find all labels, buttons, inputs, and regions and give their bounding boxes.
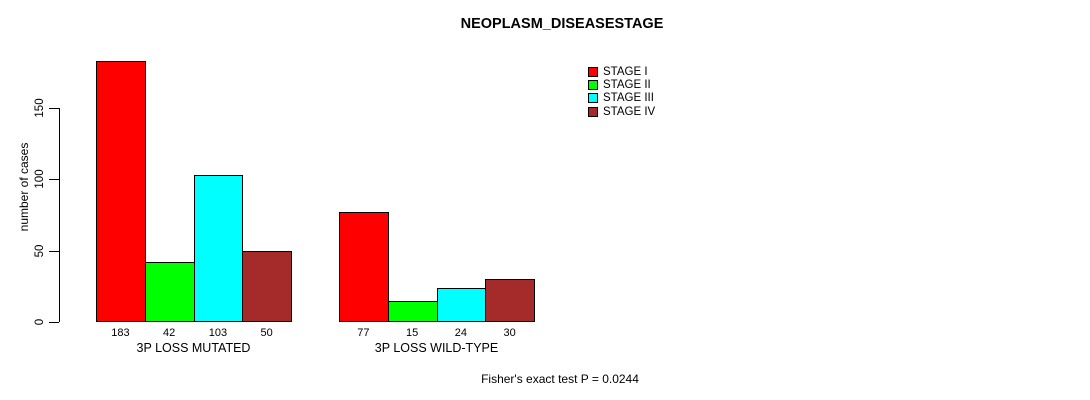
bar-value-label: 50 — [260, 327, 273, 339]
y-tick-label: 100 — [34, 169, 46, 189]
y-tick — [49, 322, 59, 323]
legend-item-stage-iv: STAGE IV — [588, 106, 655, 118]
bar-value-label: 183 — [111, 327, 130, 339]
legend-swatch-stage-ii — [588, 80, 598, 91]
legend-label: STAGE I — [603, 66, 648, 78]
legend-label: STAGE III — [603, 92, 654, 105]
bar-value-label: 24 — [454, 327, 468, 339]
y-tick — [49, 179, 59, 181]
bar-3p-loss-wild-type-stage-iii — [436, 287, 487, 322]
legend-label: STAGE IV — [603, 105, 656, 118]
bar-value-label: 42 — [162, 327, 176, 339]
legend-swatch-stage-iv — [588, 106, 598, 117]
legend-item-stage-i: STAGE I — [588, 66, 648, 78]
y-tick-label: 0 — [34, 318, 46, 326]
y-tick-label: 50 — [34, 244, 46, 258]
group-label-3p-loss-mutated: 3P LOSS MUTATED — [136, 341, 251, 355]
chart-title: NEOPLASM_DISEASESTAGE — [460, 16, 664, 32]
bar-3p-loss-wild-type-stage-iv — [485, 279, 536, 322]
y-tick-label: 150 — [34, 98, 46, 118]
group-label-3p-loss-wild-type: 3P LOSS WILD-TYPE — [374, 341, 499, 355]
bar-3p-loss-mutated-stage-i — [96, 60, 146, 322]
bar-3p-loss-mutated-stage-iv — [242, 250, 293, 322]
y-axis-line — [59, 108, 60, 322]
legend-swatch-stage-i — [588, 67, 598, 77]
y-tick — [49, 108, 59, 109]
legend-swatch-stage-iii — [588, 93, 598, 104]
bar-value-label: 15 — [405, 327, 419, 339]
bar-3p-loss-wild-type-stage-i — [339, 212, 389, 322]
legend-item-stage-ii: STAGE II — [588, 79, 651, 91]
legend-item-stage-iii: STAGE III — [588, 92, 654, 104]
bar-3p-loss-wild-type-stage-ii — [387, 300, 438, 322]
bar-value-label: 77 — [357, 327, 370, 339]
bar-3p-loss-mutated-stage-ii — [144, 262, 195, 322]
bar-value-label: 103 — [208, 327, 228, 339]
stat-annotation: Fisher's exact test P = 0.0244 — [481, 372, 639, 386]
legend-label: STAGE II — [603, 79, 651, 92]
y-axis-label: number of cases — [17, 142, 31, 232]
bar-value-label: 30 — [503, 327, 516, 339]
y-tick — [49, 250, 59, 252]
bar-3p-loss-mutated-stage-iii — [193, 175, 244, 322]
